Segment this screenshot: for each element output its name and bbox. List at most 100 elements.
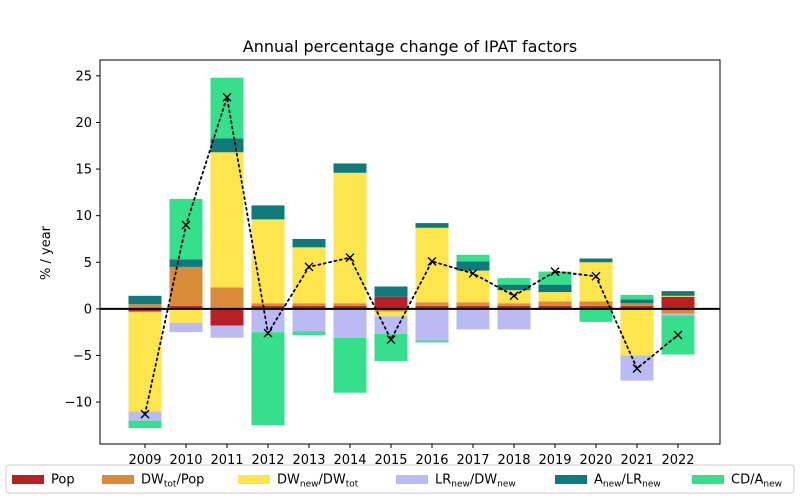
legend-label-cd_a_new: CD/Anew <box>731 473 782 490</box>
x-tick-label-2016: 2016 <box>415 453 448 468</box>
legend-swatch-dw_new_dw_tot <box>238 475 270 484</box>
chart-title: Annual percentage change of IPAT factors <box>243 37 577 56</box>
bar-dw_new_dw_tot-2015 <box>374 311 408 317</box>
bar-cd_a_new-2016 <box>415 340 449 343</box>
bar-dw_tot_pop-2016 <box>415 302 449 307</box>
bar-a_new_lr_new-2021 <box>620 299 654 304</box>
bar-a_new_lr_new-2016 <box>415 223 449 228</box>
x-tick-label-2015: 2015 <box>374 453 407 468</box>
bar-cd_a_new-2019 <box>538 271 572 285</box>
total-marker-2012 <box>263 328 273 338</box>
bar-lr_new_dw_new-2009 <box>128 411 162 421</box>
bar-pop-2019 <box>538 306 572 309</box>
bar-dw_tot_pop-2015 <box>374 308 408 312</box>
total-marker-2020 <box>591 271 601 281</box>
bar-dw_new_dw_tot-2009 <box>128 311 162 412</box>
y-tick-label-20: 20 <box>75 116 92 131</box>
legend-swatch-a_new_lr_new <box>555 475 587 484</box>
bar-dw_tot_pop-2022 <box>661 308 695 314</box>
bar-pop-2014 <box>333 306 367 309</box>
total-marker-2014 <box>345 253 355 263</box>
bar-lr_new_dw_new-2010 <box>169 322 203 333</box>
bar-cd_a_new-2021 <box>620 294 654 300</box>
total-marker-2009 <box>140 409 150 419</box>
bar-dw_new_dw_tot-2017 <box>456 270 490 303</box>
x-tick-label-2021: 2021 <box>620 453 653 468</box>
bar-a_new_lr_new-2015 <box>374 286 408 297</box>
total-marker-2013 <box>304 262 314 272</box>
bar-lr_new_dw_new-2018 <box>497 308 531 330</box>
bar-lr_new_dw_new-2016 <box>415 308 449 341</box>
bar-cd_a_new-2012 <box>251 332 285 426</box>
y-tick-label-25: 25 <box>75 69 92 84</box>
x-tick-label-2014: 2014 <box>333 453 366 468</box>
bar-lr_new_dw_new-2017 <box>456 308 490 330</box>
y-tick-label--5: −5 <box>73 349 92 364</box>
x-tick-label-2018: 2018 <box>497 453 530 468</box>
bar-dw_tot_pop-2021 <box>620 303 654 307</box>
bar-pop-2010 <box>169 306 203 309</box>
legend-swatch-lr_new_dw_new <box>396 475 428 484</box>
bar-dw_new_dw_tot-2020 <box>579 262 613 302</box>
bar-pop-2012 <box>251 306 285 309</box>
bar-a_new_lr_new-2022 <box>661 291 695 296</box>
bar-dw_tot_pop-2019 <box>538 301 572 307</box>
total-marker-2022 <box>673 330 683 340</box>
y-tick-label-15: 15 <box>75 163 92 178</box>
x-tick-label-2012: 2012 <box>251 453 284 468</box>
bar-dw_new_dw_tot-2012 <box>251 219 285 304</box>
bar-pop-2017 <box>456 306 490 309</box>
bar-a_new_lr_new-2012 <box>251 205 285 220</box>
bar-a_new_lr_new-2018 <box>497 284 531 291</box>
y-tick-label-5: 5 <box>84 256 92 271</box>
x-tick-label-2017: 2017 <box>456 453 489 468</box>
legend-label-lr_new_dw_new: LRnew/DWnew <box>435 473 516 490</box>
bar-a_new_lr_new-2013 <box>292 238 326 248</box>
bar-lr_new_dw_new-2022 <box>661 313 695 316</box>
total-marker-2021 <box>632 364 642 373</box>
bar-dw_new_dw_tot-2011 <box>210 152 244 288</box>
bar-pop-2011 <box>210 308 244 326</box>
x-tick-label-2020: 2020 <box>579 453 612 468</box>
bar-lr_new_dw_new-2012 <box>251 308 285 333</box>
bar-dw_new_dw_tot-2014 <box>333 172 367 304</box>
legend-label-dw_tot_pop: DWtot/Pop <box>141 473 204 490</box>
bar-a_new_lr_new-2019 <box>538 284 572 293</box>
bar-dw_new_dw_tot-2010 <box>169 308 203 323</box>
bar-pop-2009 <box>128 308 162 312</box>
total-marker-2018 <box>509 291 519 301</box>
bar-pop-2021 <box>620 306 654 309</box>
bar-dw_tot_pop-2012 <box>251 303 285 307</box>
bar-lr_new_dw_new-2011 <box>210 325 244 338</box>
bar-cd_a_new-2017 <box>456 254 490 262</box>
legend-label-a_new_lr_new: Anew/LRnew <box>594 473 661 490</box>
bar-dw_new_dw_tot-2021 <box>620 308 654 356</box>
bar-dw_tot_pop-2013 <box>292 303 326 307</box>
bar-cd_a_new-2010 <box>169 198 203 260</box>
total-marker-2019 <box>550 267 560 277</box>
y-axis-label: % / year <box>39 225 54 280</box>
y-tick-label--10: −10 <box>65 396 92 411</box>
bar-dw_new_dw_tot-2019 <box>538 292 572 302</box>
x-tick-label-2009: 2009 <box>128 453 161 468</box>
bar-cd_a_new-2018 <box>497 278 531 285</box>
bar-dw_tot_pop-2018 <box>497 303 531 307</box>
total-marker-2015 <box>386 335 396 345</box>
bar-pop-2018 <box>497 306 531 309</box>
total-marker-2011 <box>222 92 232 102</box>
bar-pop-2020 <box>579 306 613 309</box>
bar-dw_tot_pop-2010 <box>169 266 203 307</box>
bar-cd_a_new-2011 <box>210 77 244 139</box>
bar-pop-2015 <box>374 296 408 309</box>
bar-pop-2013 <box>292 306 326 309</box>
y-tick-label-0: 0 <box>84 302 92 317</box>
bar-a_new_lr_new-2011 <box>210 138 244 153</box>
bar-cd_a_new-2013 <box>292 331 326 335</box>
total-marker-2010 <box>181 220 191 230</box>
x-tick-label-2013: 2013 <box>292 453 325 468</box>
bar-a_new_lr_new-2017 <box>456 261 490 271</box>
bar-dw_tot_pop-2020 <box>579 301 613 307</box>
